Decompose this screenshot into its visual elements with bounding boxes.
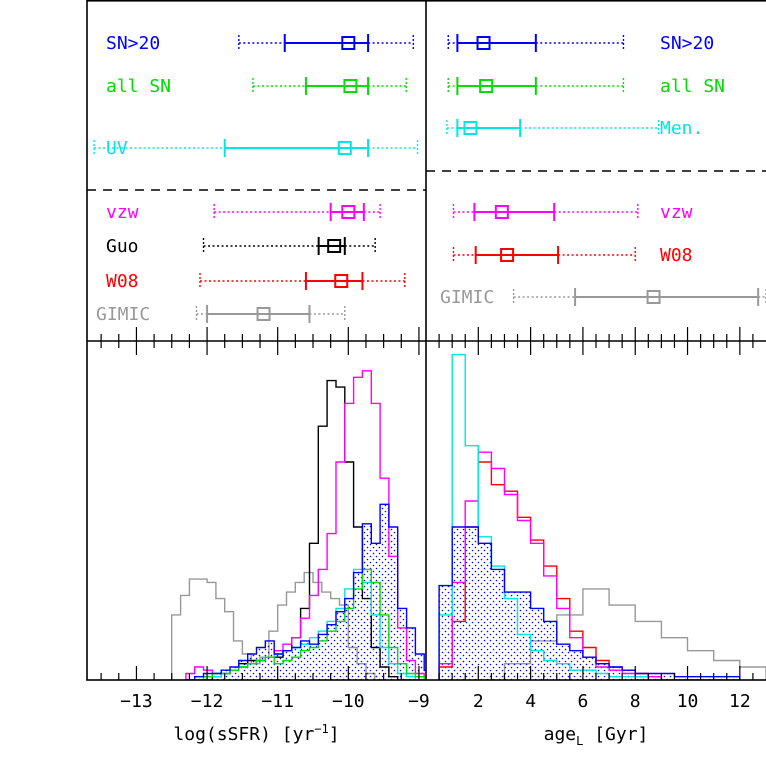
errorbar-uv bbox=[93, 139, 419, 157]
errorbar-vzw bbox=[213, 203, 381, 221]
xtick-label: −11 bbox=[261, 691, 294, 712]
xtick-label: 8 bbox=[630, 691, 641, 712]
x-axis-label: ageL [Gyr] bbox=[544, 724, 649, 748]
errorbar-w08 bbox=[452, 246, 636, 264]
row-label-uv: UV bbox=[106, 138, 128, 159]
xtick-label: 4 bbox=[525, 691, 536, 712]
median-marker bbox=[337, 141, 352, 155]
x-axis-label-sub: L bbox=[576, 734, 583, 748]
errorbar-men bbox=[446, 119, 660, 137]
median-marker bbox=[463, 121, 478, 135]
xtick-label: 6 bbox=[578, 691, 589, 712]
x-axis-label-main: log(sSFR) [yr bbox=[173, 724, 314, 745]
median-marker bbox=[341, 36, 356, 50]
row-label-all-sn: all SN bbox=[660, 76, 725, 97]
row-label-guo: Guo bbox=[106, 236, 139, 257]
median-marker bbox=[327, 239, 342, 253]
histogram-bottom-right bbox=[438, 353, 766, 680]
errorbar-w08 bbox=[199, 272, 406, 290]
row-label-vzw: vzw bbox=[660, 202, 693, 223]
hist-sn-20 bbox=[185, 503, 426, 680]
errorbar-sn-20 bbox=[238, 34, 414, 52]
median-marker bbox=[343, 79, 358, 93]
xtick-label: 12 bbox=[729, 691, 751, 712]
x-axis-label-sup: −1 bbox=[314, 722, 328, 736]
median-marker bbox=[646, 290, 661, 304]
errorbar-gimic bbox=[512, 288, 766, 306]
row-label-all-sn: all SN bbox=[106, 76, 171, 97]
xtick-label: 10 bbox=[677, 691, 699, 712]
row-label-w08: W08 bbox=[660, 245, 693, 266]
errorbar-gimic bbox=[195, 305, 346, 323]
row-label-sn-20: SN>20 bbox=[106, 33, 160, 54]
row-label-vzw: vzw bbox=[106, 202, 139, 223]
median-marker bbox=[479, 79, 494, 93]
errorbar-vzw bbox=[452, 203, 639, 221]
errorbar-sn-20 bbox=[447, 34, 625, 52]
hist-fill-sn-20 bbox=[439, 527, 740, 680]
row-label-gimic: GIMIC bbox=[440, 287, 494, 308]
median-marker bbox=[256, 307, 271, 321]
xtick-label: −12 bbox=[191, 691, 224, 712]
row-label-men: Men. bbox=[660, 118, 703, 139]
row-label-w08: W08 bbox=[106, 271, 139, 292]
median-marker bbox=[494, 205, 509, 219]
hist-fill-sn-20 bbox=[185, 504, 426, 680]
histogram-bottom-left bbox=[171, 370, 426, 680]
median-marker bbox=[500, 248, 515, 262]
xtick-label: −9 bbox=[408, 691, 430, 712]
errorbar-all-sn bbox=[252, 77, 407, 95]
median-marker bbox=[334, 274, 349, 288]
xtick-label: −13 bbox=[120, 691, 153, 712]
x-axis-label: log(sSFR) [yr−1] bbox=[173, 722, 339, 745]
x-axis-label-end: [Gyr] bbox=[583, 724, 648, 745]
xtick-label: 2 bbox=[473, 691, 484, 712]
xtick-label: −10 bbox=[332, 691, 365, 712]
errorbar-all-sn bbox=[447, 77, 625, 95]
errorbar-guo bbox=[202, 237, 376, 255]
median-marker bbox=[476, 36, 491, 50]
hist-men bbox=[438, 353, 740, 680]
row-label-gimic: GIMIC bbox=[96, 304, 150, 325]
x-axis-label-main: age bbox=[544, 724, 577, 745]
row-label-sn-20: SN>20 bbox=[660, 33, 714, 54]
median-marker bbox=[341, 205, 356, 219]
x-axis-label-end: ] bbox=[329, 724, 340, 745]
